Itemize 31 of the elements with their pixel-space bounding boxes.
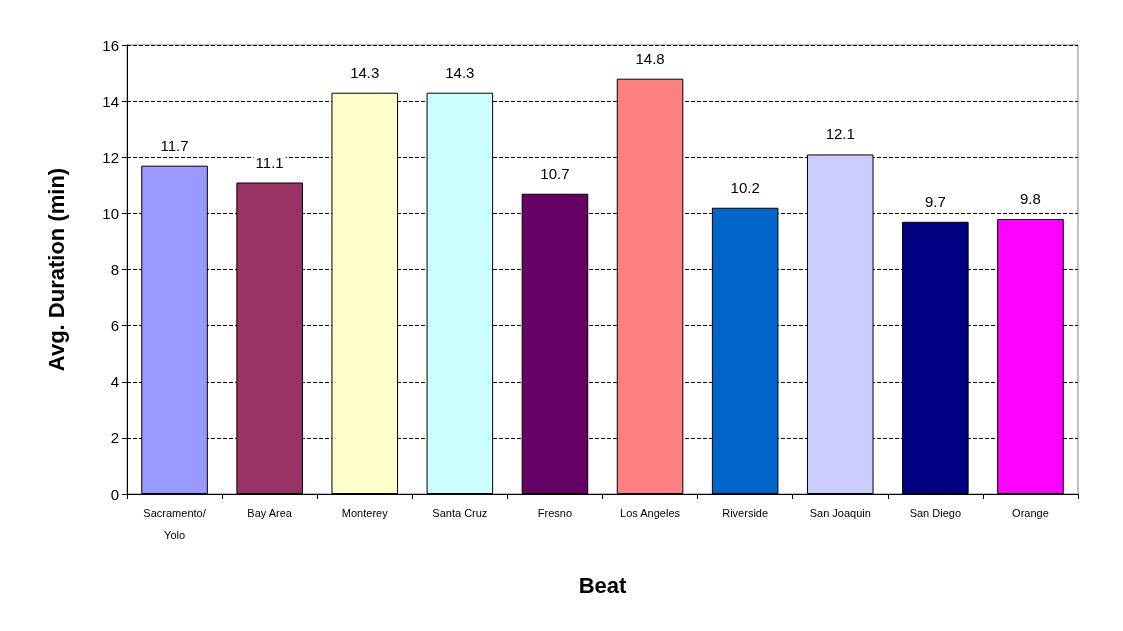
data-label: 11.7 (160, 136, 189, 154)
y-tick-label: 6 (110, 317, 119, 335)
y-tick-label: 4 (110, 373, 119, 391)
x-axis-title: Beat (578, 572, 628, 598)
y-tick-label: 12 (102, 148, 119, 166)
y-tick-label: 8 (110, 261, 119, 278)
data-label: 14.8 (635, 49, 665, 67)
x-tick-label: Bay Area (247, 507, 293, 519)
data-label: 9.8 (1020, 189, 1041, 207)
x-tick-label: Riverside (722, 507, 769, 519)
y-axis-title: Avg. Duration (min) (43, 167, 69, 372)
x-tick-label: Orange (1012, 507, 1049, 519)
x-tick-label: San Diego (909, 507, 962, 519)
y-tick-label: 14 (102, 92, 119, 110)
data-label: 14.3 (350, 63, 380, 81)
x-tick-label: Sacramento/ Yolo (143, 507, 207, 541)
data-label: 9.7 (924, 192, 946, 210)
data-label: 14.3 (445, 63, 475, 81)
x-tick-label: Los Angeles (620, 507, 681, 519)
y-tick-label: 0 (110, 485, 119, 503)
y-tick-label: 10 (102, 204, 119, 222)
x-tick-label: Fresno (537, 507, 573, 519)
x-tick-label: Monterey (341, 507, 389, 519)
data-label: 12.1 (825, 125, 855, 143)
y-tick-label: 2 (110, 429, 119, 447)
data-label: 10.2 (730, 178, 760, 196)
x-tick-label: San Joaquin (809, 507, 871, 519)
y-tick-label: 16 (102, 36, 119, 54)
x-tick-label: Santa Cruz (432, 507, 488, 519)
data-label: 10.7 (540, 164, 570, 182)
data-label: 11.1 (255, 153, 284, 171)
